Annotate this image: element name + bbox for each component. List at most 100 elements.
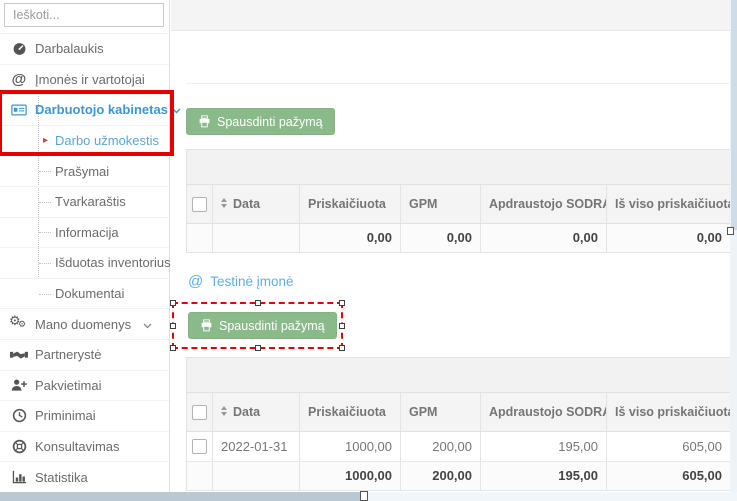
column-header-is-viso[interactable]: Iš viso priskaičiuota	[606, 393, 730, 431]
sidebar-item-priminimai[interactable]: Priminimai	[0, 400, 169, 431]
selection-handle	[170, 322, 176, 329]
sidebar-item-label: Statistika	[35, 469, 88, 485]
column-header-priskaiciuota[interactable]: Priskaičiuota	[299, 185, 400, 223]
vertical-scrollbar-handle[interactable]	[727, 227, 734, 235]
printer-icon	[199, 115, 210, 128]
column-header-data[interactable]: Data	[212, 185, 299, 223]
total-gpm: 0,00	[400, 224, 480, 252]
table-toolbar	[187, 358, 730, 393]
bar-chart-icon	[9, 470, 29, 484]
at-icon: @	[11, 70, 27, 88]
horizontal-scrollbar-track[interactable]	[0, 492, 737, 501]
header-checkbox-cell	[187, 185, 212, 223]
column-header-sodra[interactable]: Apdraustojo SODRA	[480, 185, 606, 223]
sidebar-item-dokumentai[interactable]: Dokumentai	[0, 277, 169, 309]
selection-handle	[254, 300, 261, 306]
sidebar-item-label: Priminimai	[35, 408, 96, 424]
column-header-gpm[interactable]: GPM	[400, 185, 480, 223]
selection-handle	[170, 300, 176, 306]
column-header-is-viso[interactable]: Iš viso priskaičiuota	[606, 185, 730, 223]
sidebar-item-label: Konsultavimas	[35, 439, 120, 455]
sidebar-item-prasymai[interactable]: Prašymai	[0, 155, 169, 186]
cell-priskaiciuota: 1000,00	[299, 432, 400, 461]
sidebar-item-konsultavimas[interactable]: Konsultavimas	[0, 430, 169, 462]
cell-date: 2022-01-31	[212, 432, 299, 461]
empty-cell	[212, 462, 299, 490]
cell-gpm: 200,00	[400, 432, 480, 461]
search-input[interactable]	[4, 3, 164, 27]
empty-cell	[187, 224, 212, 252]
sidebar-item-label: Informacija	[55, 224, 119, 240]
selection-handle	[170, 345, 176, 351]
sidebar-item-isduotas-inventorius[interactable]: Išduotas inventorius	[0, 247, 171, 278]
chevron-down-icon	[143, 317, 152, 332]
vertical-scrollbar-thumb[interactable]	[731, 0, 737, 230]
column-header-sodra[interactable]: Apdraustojo SODRA	[480, 393, 606, 431]
selection-handle	[254, 345, 261, 351]
column-header-priskaiciuota[interactable]: Priskaičiuota	[299, 393, 400, 431]
clock-icon	[9, 408, 29, 423]
sidebar-item-label: Darbuotojo kabinetas	[35, 102, 168, 118]
sidebar-item-pakvietimai[interactable]: Pakvietimai	[0, 369, 169, 401]
sidebar-item-partneryste[interactable]: Partnerystė	[0, 338, 169, 370]
printer-icon	[201, 319, 212, 332]
select-all-checkbox[interactable]	[192, 404, 207, 420]
sidebar-menu: Darbalaukis @ Įmonės ir vartotojai Darbu…	[0, 33, 181, 492]
selection-handle	[339, 322, 345, 329]
sort-icon	[221, 406, 227, 417]
sidebar-item-darbo-uzmokestis[interactable]: ▸ Darbo užmokestis	[0, 124, 169, 156]
column-header-label: Data	[233, 405, 261, 419]
sidebar-item-label: Darbalaukis	[35, 41, 104, 57]
sidebar-item-darbalaukis[interactable]: Darbalaukis	[0, 33, 169, 64]
sidebar-item-label: Mano duomenys	[35, 316, 132, 332]
vertical-scrollbar-track[interactable]	[730, 0, 737, 492]
cell-is-viso: 605,00	[606, 432, 730, 461]
sidebar-item-statistika[interactable]: Statistika	[0, 461, 169, 492]
selection-handle	[339, 345, 345, 351]
sidebar-item-label: Tvarkaraštis	[55, 194, 126, 210]
empty-cell	[187, 462, 212, 490]
life-ring-icon	[9, 439, 29, 454]
id-card-icon	[9, 103, 29, 117]
column-header-label: Data	[233, 197, 261, 211]
sidebar-item-label: Išduotas inventorius	[55, 255, 171, 271]
cell-sodra: 195,00	[480, 432, 606, 461]
sidebar-item-mano-duomenys[interactable]: ⚙ ⚙ Mano duomenys	[0, 308, 169, 339]
gears-icon: ⚙ ⚙	[9, 314, 27, 331]
row-checkbox-cell	[187, 432, 212, 461]
column-header-data[interactable]: Data	[212, 393, 299, 431]
company-link[interactable]: @ Testinė įmonė	[188, 273, 294, 290]
empty-cell	[212, 224, 299, 252]
table-totals-row: 1000,00 200,00 195,00 605,00	[187, 462, 730, 490]
active-sub-caret-icon: ▸	[43, 134, 49, 146]
row-checkbox[interactable]	[192, 439, 207, 454]
horizontal-scrollbar-handle[interactable]	[360, 491, 368, 501]
sidebar-item-label: Prašymai	[55, 163, 110, 179]
total-sodra: 195,00	[480, 462, 606, 490]
total-sodra: 0,00	[480, 224, 606, 252]
print-certificate-button[interactable]: Spausdinti pažymą	[186, 108, 335, 135]
sidebar-item-tvarkarastis[interactable]: Tvarkaraštis	[0, 185, 169, 217]
chevron-down-icon	[172, 102, 181, 117]
sidebar-item-darbuotojo-kabinetas[interactable]: Darbuotojo kabinetas	[0, 94, 181, 125]
sidebar-item-informacija[interactable]: Informacija	[0, 216, 169, 248]
handshake-icon	[9, 349, 29, 361]
total-priskaiciuota: 0,00	[299, 224, 400, 252]
sidebar: Darbalaukis @ Įmonės ir vartotojai Darbu…	[0, 0, 181, 492]
print-button-label: Spausdinti pažymą	[217, 114, 323, 129]
total-is-viso: 605,00	[606, 462, 730, 490]
dashboard-icon	[9, 41, 29, 56]
table-row[interactable]: 2022-01-31 1000,00 200,00 195,00 605,00	[187, 432, 730, 462]
table-header-row: Data Priskaičiuota GPM Apdraustojo SODRA…	[187, 393, 730, 432]
select-all-checkbox[interactable]	[192, 196, 207, 212]
table-toolbar	[187, 150, 730, 185]
sort-icon	[221, 198, 227, 209]
sidebar-item-label: Dokumentai	[55, 286, 125, 302]
table-totals-row: 0,00 0,00 0,00 0,00	[187, 224, 730, 252]
column-header-gpm[interactable]: GPM	[400, 393, 480, 431]
print-certificate-button-2[interactable]: Spausdinti pažymą	[188, 312, 337, 339]
sidebar-item-imones-ir-vartotojai[interactable]: @ Įmonės ir vartotojai	[0, 63, 169, 95]
horizontal-scrollbar-thumb[interactable]	[0, 492, 366, 501]
payroll-table-first: Data Priskaičiuota GPM Apdraustojo SODRA…	[186, 149, 731, 253]
